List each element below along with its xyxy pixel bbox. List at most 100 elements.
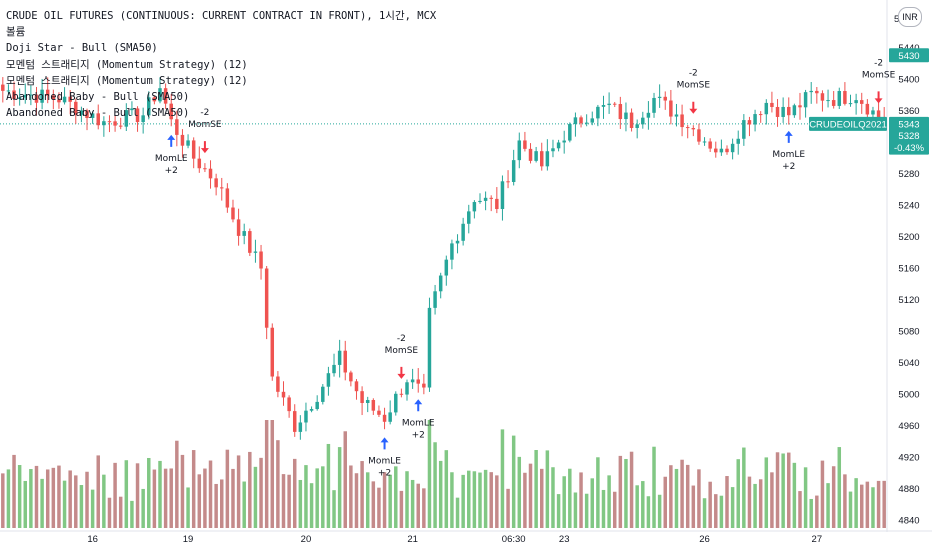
volume-bar (96, 455, 100, 528)
candle-body (556, 142, 561, 149)
candle-body (809, 90, 813, 93)
candle-body (478, 200, 482, 203)
volume-bar (657, 494, 662, 528)
volume-bar (697, 469, 701, 528)
candle-body (17, 97, 22, 99)
signal-qty: -2 (397, 334, 406, 344)
volume-bar (113, 462, 117, 528)
candle-body (467, 211, 471, 224)
candle-body (455, 240, 460, 244)
candle-body (276, 376, 280, 392)
volume-bar (781, 453, 785, 528)
volume-bar (798, 491, 802, 528)
volume-bars (1, 420, 886, 528)
signal-label: MomLE (155, 154, 188, 164)
volume-bar (747, 476, 752, 528)
candle-body (388, 412, 392, 422)
candle-body (612, 103, 617, 105)
candle-body (450, 243, 454, 260)
volume-bar (854, 478, 858, 528)
volume-bar (309, 483, 314, 528)
volume-bar (612, 491, 617, 528)
candle-body (500, 181, 505, 210)
candle-body (719, 148, 724, 153)
candle-body (815, 90, 819, 94)
candle-body (714, 148, 718, 153)
signal-qty: +2 (165, 166, 178, 176)
volume-bar (292, 458, 297, 528)
volume-bar (753, 483, 757, 528)
candle-body (405, 382, 409, 395)
symbol-tag (809, 116, 887, 131)
candle-body (68, 96, 72, 102)
volume-bar (102, 474, 106, 528)
volume-bar (135, 463, 140, 528)
y-tick-label: 4840 (898, 516, 919, 527)
volume-bar (388, 474, 392, 528)
volume-bar (270, 420, 275, 528)
candle-body (657, 96, 662, 98)
volume-bar (691, 485, 696, 528)
long-entry-arrow-icon (167, 134, 176, 147)
y-tick-label: 4880 (898, 484, 919, 495)
volume-bar (478, 472, 482, 528)
volume-bar (416, 483, 420, 528)
y-tick-label: 4920 (898, 453, 919, 464)
long-entry-arrow-icon (784, 130, 793, 143)
candle-body (837, 91, 842, 106)
candle-body (764, 102, 769, 115)
candle-body (96, 113, 100, 126)
volume-bar (461, 474, 465, 528)
candle-body (540, 151, 544, 167)
volume-bar (826, 483, 830, 528)
volume-bar (79, 485, 84, 528)
volume-bar (107, 497, 112, 528)
volume-bar (152, 469, 157, 528)
volume-bar (517, 456, 522, 528)
price-axis[interactable]: 4840 4880 4920 4960 5000 5040 5080 5120 5160 5200… (809, 11, 929, 527)
volume-bar (68, 470, 72, 528)
candle-body (321, 386, 325, 402)
volume-bar (450, 472, 454, 528)
volume-bar (29, 469, 33, 528)
time-axis[interactable]: 16 19 20 21 06:30 23 26 27 (0, 530, 932, 545)
volume-bar (158, 460, 162, 528)
volume-bar (349, 465, 353, 528)
volume-bar (652, 446, 656, 528)
candle-body (629, 112, 634, 128)
candle-body (680, 114, 684, 128)
candle-body (180, 134, 185, 146)
candle-body (584, 122, 589, 124)
candle-body (865, 103, 870, 115)
volume-bar (736, 459, 740, 528)
candle-body (618, 104, 623, 120)
volume-bar (702, 498, 707, 528)
volume-bar (180, 454, 185, 528)
signal-label: MomSE (677, 81, 711, 91)
x-tick-label: 26 (699, 534, 710, 545)
volume-bar (130, 500, 134, 528)
price-tag (889, 128, 929, 155)
volume-bar (831, 466, 836, 528)
volume-bar (500, 429, 505, 528)
currency-button[interactable]: INR (898, 7, 922, 27)
short-entry-arrow-icon (200, 141, 209, 154)
candle-body (652, 97, 656, 113)
candle-body (169, 103, 173, 120)
volume-bar (175, 440, 179, 528)
candle-body (337, 350, 342, 365)
candle-body (220, 187, 224, 189)
volume-bar (758, 479, 763, 528)
candle-body (472, 202, 477, 212)
volume-bar (663, 476, 667, 528)
candle-body (416, 379, 420, 384)
candle-body (803, 92, 808, 108)
volume-bar (6, 469, 11, 528)
volume-bar (298, 479, 303, 528)
price-tag-value: 5430 (898, 51, 919, 62)
volume-bar (562, 476, 566, 528)
volume-bar (231, 468, 235, 528)
volume-bar (343, 431, 347, 528)
candle-body (292, 411, 297, 432)
